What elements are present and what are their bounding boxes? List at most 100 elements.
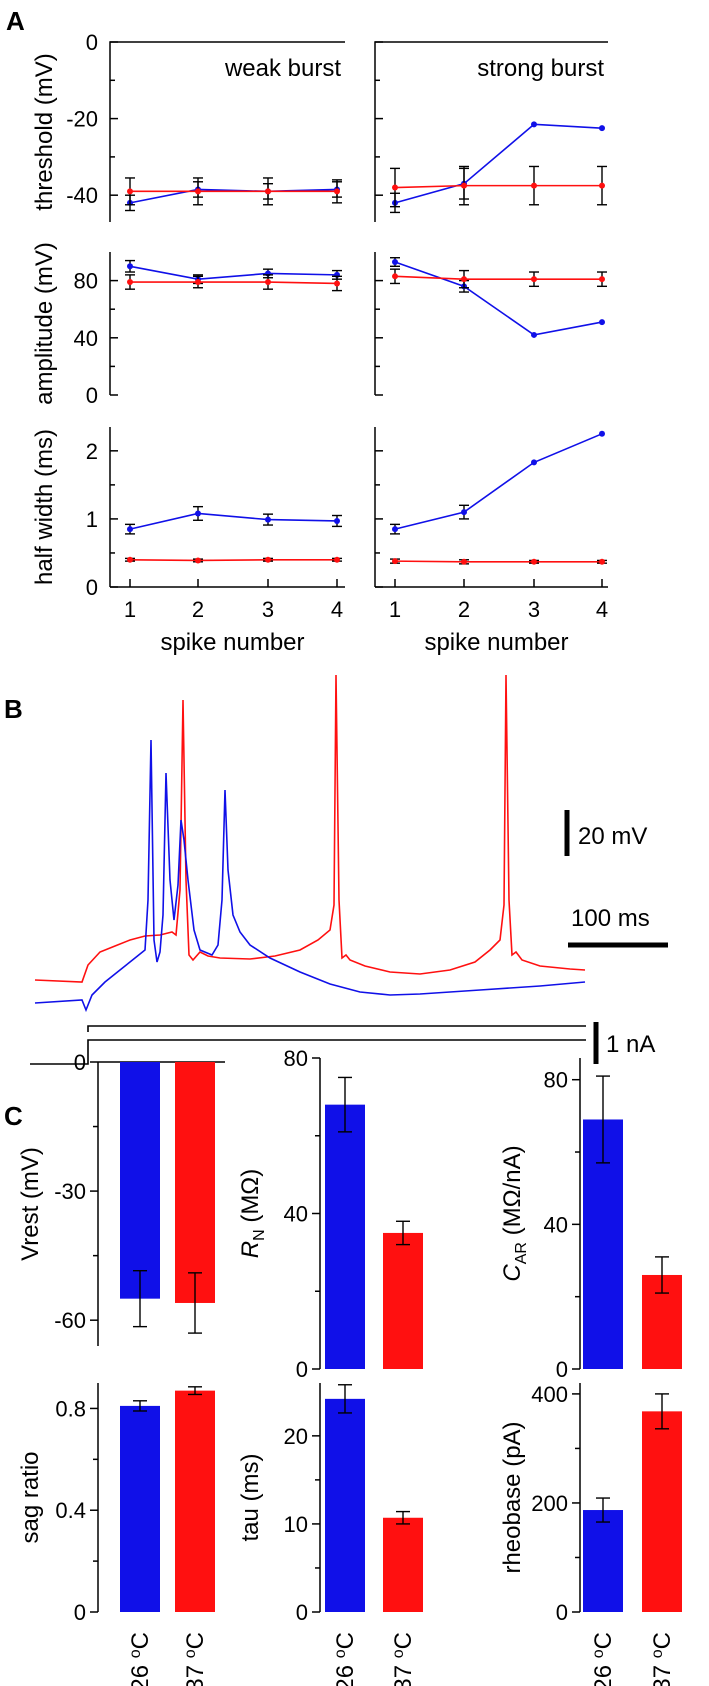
category-range: 36-37 [390,1658,417,1686]
y-axis-label: amplitude (mV) [31,242,58,405]
y-tick-label: 200 [531,1491,568,1516]
series-line-blue [394,433,603,530]
y-tick-label: -60 [54,1308,86,1333]
celsius-unit: C [590,1632,617,1649]
data-point-red [392,184,398,191]
degree-sign: o [182,1649,199,1658]
data-point-red [265,279,271,286]
y-tick-label: 80 [74,269,98,294]
x-axis-label: spike number [160,629,304,656]
bar-36-37C [642,1411,682,1612]
y-tick-label: 0 [556,1600,568,1625]
bar-36-37C [175,1062,215,1303]
y-tick-label: -20 [66,107,98,132]
y-tick-label: 80 [544,1068,568,1093]
series-line-blue [129,188,338,204]
chart-halfwidth-weak: 0 1 2 1 2 3 4 spike number half width (ms) [31,427,345,656]
data-point-red [531,182,537,189]
data-point-red [127,279,133,286]
category-label: 36-37 oC [182,1632,209,1686]
bar-36-37C [383,1232,423,1369]
y-axis-label: Vrest (mV) [17,1147,44,1261]
data-point-red [599,276,605,283]
x-tick-label: 4 [596,597,608,622]
data-point-red [334,188,340,195]
chart-threshold-weak: 0 -20 -40 weak burst threshold (mV) [31,30,345,222]
y-label-sub: N [251,1229,268,1241]
chart-title: strong burst [477,55,604,82]
y-tick-label: 20 [284,1424,308,1449]
data-point-blue [599,125,605,132]
data-point-blue [392,526,398,533]
degree-sign: o [590,1649,607,1658]
bar-36-37C [383,1517,423,1612]
y-tick-label: 0.8 [55,1396,86,1421]
category-label: 24-26 oC [332,1632,359,1686]
data-point-red [265,188,271,195]
panel-label-a: A [6,6,25,36]
data-point-red [127,188,133,195]
celsius-unit: C [332,1632,359,1649]
category-range: 36-37 [182,1658,209,1686]
y-axis-label: rheobase (pA) [499,1421,526,1573]
celsius-unit: C [649,1632,676,1649]
data-point-blue [461,509,467,516]
category-range: 24-26 [127,1658,154,1686]
degree-sign: o [332,1649,349,1658]
y-tick-label: 0 [556,1357,568,1382]
data-point-blue [195,510,201,517]
data-point-red [392,273,398,280]
y-tick-label: 0 [296,1357,308,1382]
y-label-units: (MΩ) [237,1169,264,1230]
chart-threshold-strong: strong burst [374,41,608,222]
data-point-red [195,279,201,286]
data-point-red [461,558,467,565]
y-axis-label: RN (MΩ) [237,1169,268,1259]
bar-36-37C [175,1390,215,1612]
series-line-blue [129,512,338,530]
warm-voltage-trace [34,674,586,983]
data-point-red [265,556,271,563]
y-tick-label: 0 [74,1600,86,1625]
series-line-red [394,275,602,280]
data-point-red [195,188,201,195]
x-tick-label: 1 [389,597,401,622]
y-axis-label: tau (ms) [237,1453,264,1541]
cold-voltage-trace [34,739,586,1013]
data-point-blue [531,331,537,338]
series-line-red [394,184,602,189]
series-line-red [130,281,338,285]
data-point-red [461,276,467,283]
data-point-red [334,280,340,287]
y-axis-label: CAR (MΩ/nA) [499,1145,530,1281]
chart-amplitude-strong [374,252,607,396]
data-point-red [392,558,398,565]
y-tick-label: 0.4 [55,1498,86,1523]
y-tick-label: 1 [86,507,98,532]
degree-sign: o [649,1649,666,1658]
data-point-blue [265,516,271,523]
x-tick-label: 2 [458,597,470,622]
data-point-blue [334,517,340,524]
x-tick-label: 4 [331,597,343,622]
bar-24-26C [120,1062,160,1299]
y-tick-label: 40 [284,1202,308,1227]
current-scale-label: 1 nA [606,1031,655,1058]
degree-sign: o [127,1649,144,1658]
y-label-main: R [237,1241,264,1258]
data-point-blue [531,121,537,128]
y-label-units: (MΩ/nA) [499,1145,526,1242]
data-point-blue [599,430,605,437]
y-label-sub: AR [513,1242,530,1264]
x-tick-label: 1 [124,597,136,622]
series-line-blue [394,261,603,336]
y-label-main: C [499,1264,526,1282]
x-tick-label: 3 [528,597,540,622]
panel-label-b: B [4,694,23,724]
y-tick-label: 40 [74,326,98,351]
chart-tau: 0 10 20 tau (ms) [237,1383,423,1625]
y-axis-label: threshold (mV) [31,53,58,210]
y-tick-label: -40 [66,183,98,208]
